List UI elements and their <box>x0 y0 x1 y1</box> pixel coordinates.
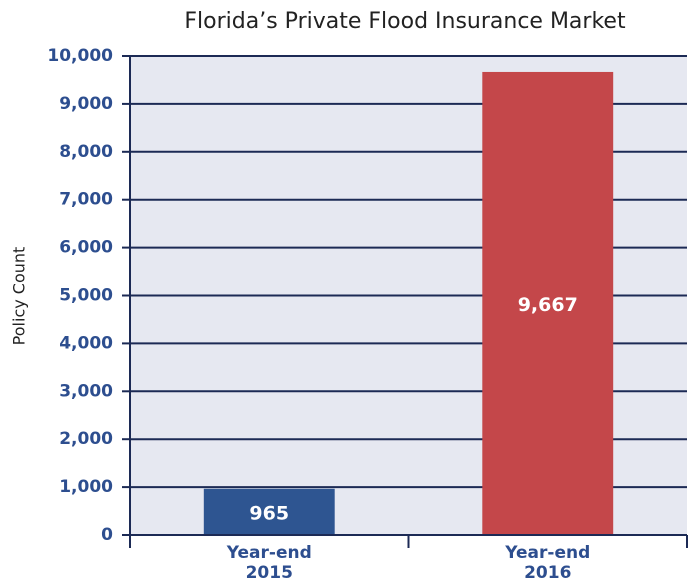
y-tick-label: 10,000 <box>47 46 113 66</box>
y-tick-label: 4,000 <box>59 333 113 353</box>
y-tick-label: 7,000 <box>59 190 113 210</box>
y-tick-label: 6,000 <box>59 238 113 258</box>
y-tick-label: 0 <box>101 525 113 545</box>
y-tick-label: 3,000 <box>59 381 113 401</box>
bar <box>482 71 614 536</box>
y-tick-label: 5,000 <box>59 286 113 306</box>
y-axis-label: Policy Count <box>10 247 29 346</box>
y-tick-label: 2,000 <box>59 429 113 449</box>
value-label: 9,667 <box>518 294 578 316</box>
y-tick-label: 9,000 <box>59 94 113 114</box>
x-tick-label: Year-end 2015 <box>226 543 312 583</box>
chart-title: Florida’s Private Flood Insurance Market <box>184 9 626 34</box>
y-tick-label: 8,000 <box>59 142 113 162</box>
value-label: 965 <box>249 502 289 524</box>
y-tick-label: 1,000 <box>59 477 113 497</box>
bar <box>203 488 335 535</box>
x-tick-label: Year-end 2016 <box>505 543 591 583</box>
